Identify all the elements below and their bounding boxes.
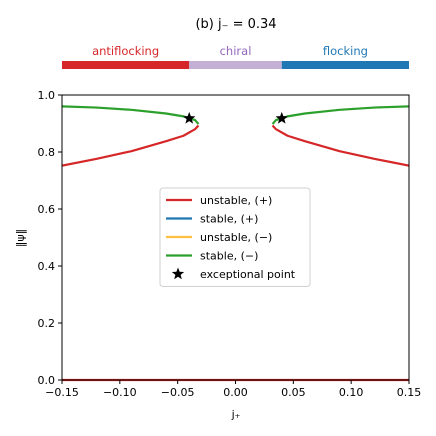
x-tick-label: 0.05: [281, 386, 306, 399]
phase-label-chiral: chiral: [220, 44, 252, 58]
y-tick-label: 1.0: [38, 89, 56, 102]
legend-entry-label: unstable, (−): [200, 231, 272, 244]
phase-segment-flocking: [281, 61, 409, 69]
phase-segment-antiflocking: [62, 61, 190, 69]
exceptional-point-marker: [275, 111, 288, 124]
axes: −0.15 −0.10 −0.05 0.00 0.05 0.10 0.15 0.0 0.2 0.4…: [38, 89, 422, 399]
y-tick-label: 0.2: [38, 317, 56, 330]
y-tick-label: 0.0: [38, 374, 56, 387]
x-tick-label: 0.10: [339, 386, 364, 399]
series-3-branch-0: [62, 105, 200, 125]
legend-entry-label: unstable, (+): [200, 194, 272, 207]
y-tick-label: 0.8: [38, 146, 56, 159]
x-tick-label: 0.00: [223, 386, 248, 399]
legend-entry-label: stable, (−): [200, 250, 258, 263]
phase-segment-chiral: [189, 61, 282, 69]
y-axis-label: ‖ψ‖: [14, 229, 27, 247]
series-0-branch-1: [271, 124, 409, 167]
x-tick-label: −0.05: [161, 386, 195, 399]
legend-box: [159, 187, 311, 287]
chart-title: (b) j₋ = 0.34: [195, 17, 276, 32]
x-axis-label: j₊: [231, 408, 241, 421]
legend-star-icon: [171, 267, 185, 280]
x-tick-label: 0.15: [397, 386, 422, 399]
x-tick-label: −0.10: [103, 386, 137, 399]
legend-entry-label: exceptional point: [200, 268, 296, 281]
y-tick-label: 0.6: [38, 203, 56, 216]
legend: unstable, (+) stable, (+) unstable, (−) sta…: [159, 187, 311, 287]
x-tick-label: −0.15: [45, 386, 79, 399]
legend-entry-label: stable, (+): [200, 213, 258, 226]
phase-label-flocking: flocking: [323, 44, 368, 58]
phase-label-antiflocking: antiflocking: [92, 44, 159, 58]
phase-bar: antiflocking chiral flocking: [62, 44, 409, 69]
y-tick-label: 0.4: [38, 260, 56, 273]
series-3-branch-1: [271, 105, 409, 125]
series-0-branch-0: [62, 124, 200, 167]
exceptional-point-marker: [183, 111, 196, 124]
